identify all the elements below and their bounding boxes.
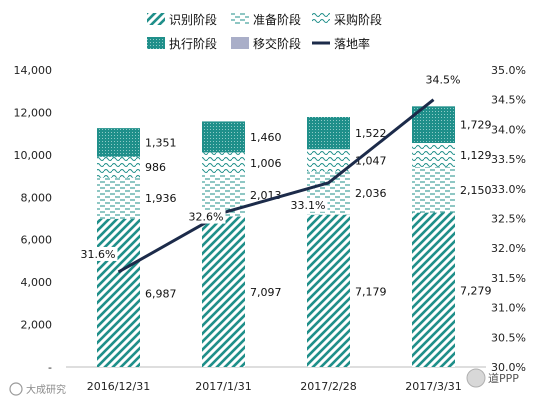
watermark-left: 大成研究 bbox=[9, 382, 66, 396]
legend-label: 移交阶段 bbox=[253, 36, 301, 51]
bar-segment bbox=[307, 214, 350, 367]
line-label-bg bbox=[187, 209, 226, 224]
legend-swatch bbox=[312, 13, 330, 25]
bar-segment bbox=[307, 117, 350, 150]
watermark-logo-left bbox=[9, 382, 23, 396]
watermark-logo-right bbox=[466, 368, 486, 388]
line-label-bg bbox=[79, 246, 118, 261]
line-series-rate bbox=[117, 98, 435, 274]
bar-data-label: 1,936 bbox=[145, 192, 177, 205]
y-right-tick-label: 31.0% bbox=[491, 302, 526, 315]
y-left-tick-label: 2,000 bbox=[21, 319, 53, 332]
y-right-tick-label: 32.5% bbox=[491, 213, 526, 226]
bar-data-label: 1,522 bbox=[355, 127, 387, 140]
legend-label: 准备阶段 bbox=[253, 12, 301, 27]
bar-data-label: 6,987 bbox=[145, 287, 177, 300]
bar-data-label: 1,047 bbox=[355, 154, 387, 167]
axes: - 2,000 4,000 6,000 8,000 10,000 12,000 14,000 3… bbox=[14, 64, 527, 393]
line-layer: 31.6% 32.6% 33.1% 34.5% bbox=[79, 72, 462, 274]
y-right-tick-label: 34.0% bbox=[491, 123, 526, 136]
legend-label: 落地率 bbox=[334, 36, 370, 51]
legend-swatch bbox=[147, 13, 165, 25]
bar-segment bbox=[97, 218, 140, 367]
bar-labels: 6,9871,9369861,3517,0972,0131,0061,4607,… bbox=[145, 119, 492, 301]
bar-data-label: 7,097 bbox=[250, 286, 282, 299]
bar-segment bbox=[202, 216, 245, 367]
bar-data-label: 986 bbox=[145, 161, 166, 174]
bar-data-label: 1,006 bbox=[250, 157, 282, 170]
line-data-label: 31.6% bbox=[81, 248, 116, 261]
y-left-tick-label: 6,000 bbox=[21, 234, 53, 247]
bar-data-label: 1,129 bbox=[460, 149, 492, 162]
bar-segment bbox=[412, 143, 455, 167]
bar-segment bbox=[202, 152, 245, 174]
y-right-tick-label: 32.0% bbox=[491, 242, 526, 255]
legend-swatch bbox=[231, 13, 249, 25]
bar-segment bbox=[412, 166, 455, 213]
line-data-label: 32.6% bbox=[189, 211, 224, 224]
y-left-tick-label: 14,000 bbox=[14, 64, 53, 77]
bar-segment bbox=[97, 177, 140, 219]
y-left-tick-label: 12,000 bbox=[14, 106, 53, 119]
bar-segment bbox=[97, 128, 140, 157]
legend-label: 识别阶段 bbox=[169, 12, 217, 27]
bar-segment bbox=[307, 149, 350, 172]
legend-label: 采购阶段 bbox=[334, 12, 382, 27]
y-right-tick-label: 31.5% bbox=[491, 272, 526, 285]
bars bbox=[97, 106, 455, 367]
x-tick-label: 2017/3/31 bbox=[405, 380, 461, 393]
bar-data-label: 2,036 bbox=[355, 187, 387, 200]
y-left-tick-label: 10,000 bbox=[14, 149, 53, 162]
bar-segment bbox=[412, 212, 455, 367]
y-right-tick-label: 35.0% bbox=[491, 64, 526, 77]
bar-data-label: 2,150 bbox=[460, 184, 492, 197]
y-right-tick-label: 33.5% bbox=[491, 153, 526, 166]
bar-data-label: 1,351 bbox=[145, 136, 177, 149]
y-right-tick-label: 33.0% bbox=[491, 183, 526, 196]
bar-segment bbox=[97, 156, 140, 178]
watermark-right-text: 道PPP bbox=[488, 371, 519, 385]
line-label-bg bbox=[289, 197, 328, 212]
line-label-bg bbox=[423, 72, 462, 87]
watermark-right: 道PPP bbox=[466, 368, 519, 388]
y-left-tick-label: - bbox=[48, 361, 52, 374]
y-right-tick-label: 34.5% bbox=[491, 94, 526, 107]
bar-segment bbox=[202, 121, 245, 153]
line-data-label: 34.5% bbox=[426, 74, 461, 87]
bar-data-label: 7,279 bbox=[460, 284, 492, 297]
x-tick-label: 2017/1/31 bbox=[195, 380, 251, 393]
y-left-tick-label: 8,000 bbox=[21, 191, 53, 204]
y-right-tick-label: 30.5% bbox=[491, 331, 526, 344]
bar-data-label: 1,460 bbox=[250, 131, 282, 144]
watermark-left-text: 大成研究 bbox=[26, 383, 66, 396]
y-right-tick-label: 30.0% bbox=[491, 361, 526, 374]
legend-swatch bbox=[147, 37, 165, 49]
legend-label: 执行阶段 bbox=[169, 36, 217, 51]
y-left-tick-label: 4,000 bbox=[21, 276, 53, 289]
legend-swatch bbox=[231, 37, 249, 49]
bar-data-label: 1,729 bbox=[460, 119, 492, 132]
x-tick-label: 2016/12/31 bbox=[87, 380, 150, 393]
x-tick-label: 2017/2/28 bbox=[300, 380, 356, 393]
bar-data-label: 7,179 bbox=[355, 285, 387, 298]
line-data-label: 33.1% bbox=[291, 199, 326, 212]
